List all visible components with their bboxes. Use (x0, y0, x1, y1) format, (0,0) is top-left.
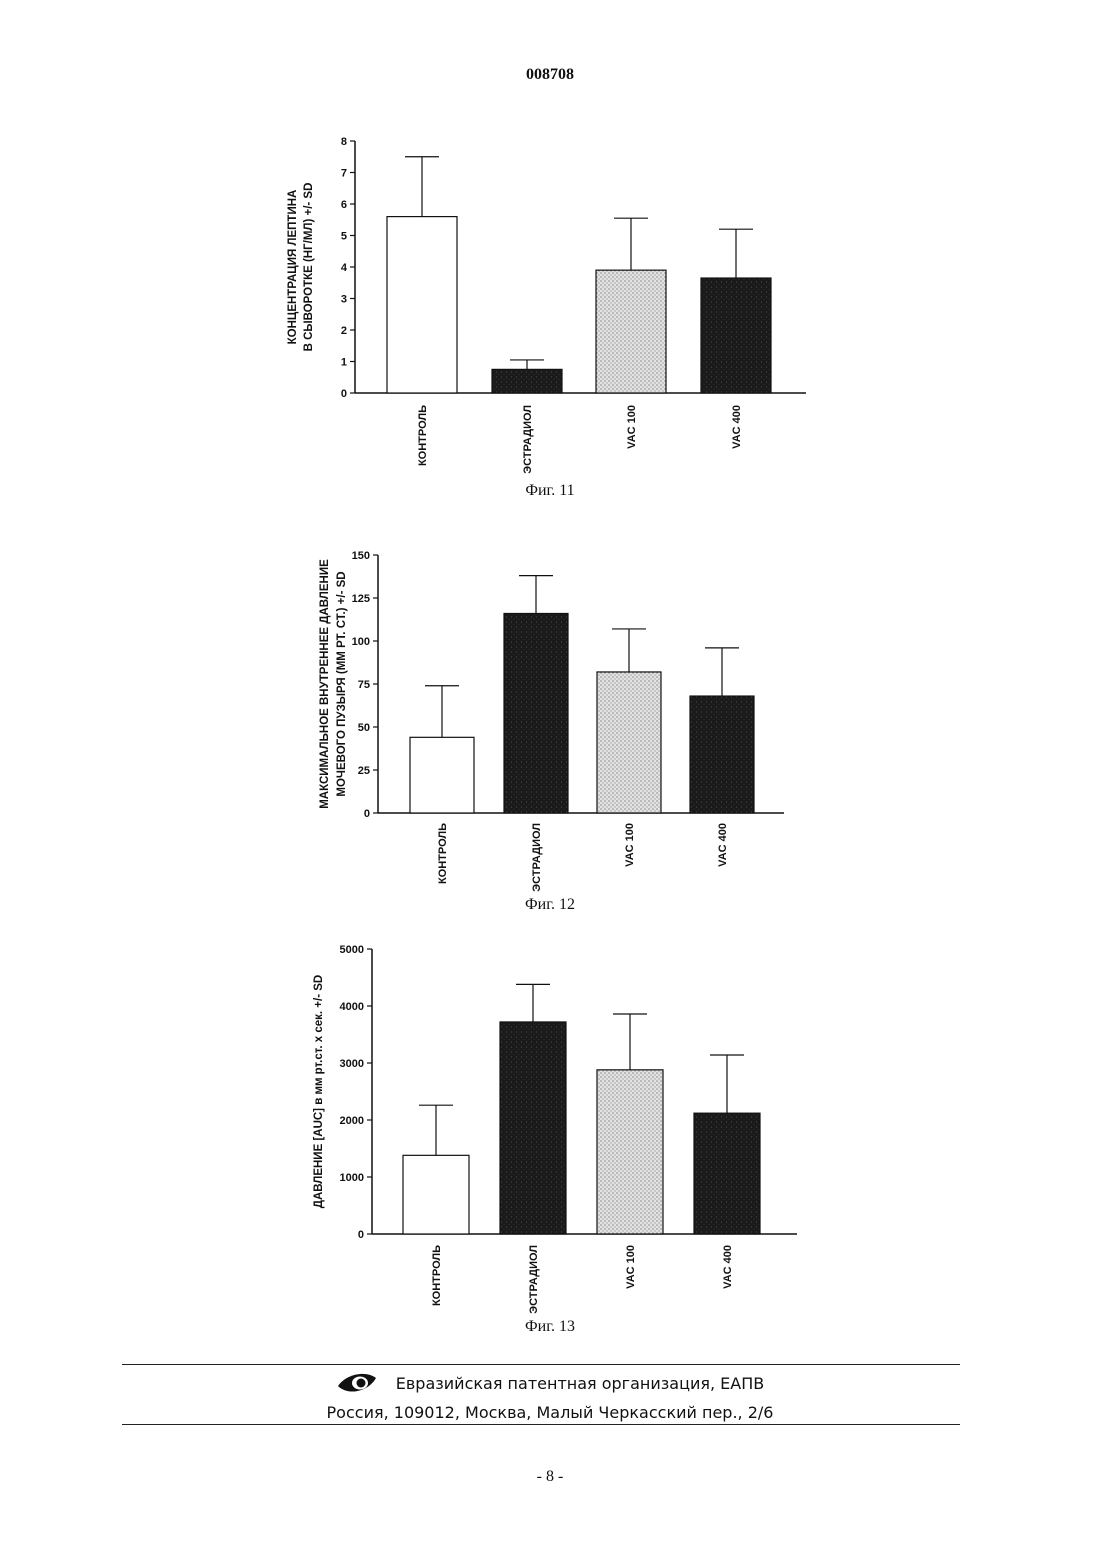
y-tick-label: 50 (358, 722, 370, 734)
y-tick-label: 8 (341, 136, 347, 148)
y-axis-title: КОНЦЕНТРАЦИЯ ЛЕПТИНА (287, 190, 299, 345)
y-tick-label: 5 (341, 231, 347, 243)
y-axis-title: ДАВЛЕНИЕ [AUC] в мм рт.ст. x сек. +/- SD (313, 975, 325, 1208)
figure-13-caption: Фиг. 13 (0, 1318, 1100, 1336)
y-tick-label: 1000 (340, 1172, 364, 1184)
category-label: ЭСТРАДИОЛ (522, 405, 534, 474)
category-label: VAC 400 (722, 1245, 734, 1289)
footer-address: Россия, 109012, Москва, Малый Черкасский… (0, 1403, 1100, 1422)
bar (504, 613, 568, 813)
bar (597, 1070, 663, 1234)
y-axis-title: МАКСИМАЛЬНОЕ ВНУТРЕННЕЕ ДАВЛЕНИЕ (319, 559, 331, 809)
y-tick-label: 1 (341, 357, 347, 369)
eye-logo-icon (336, 1370, 378, 1396)
category-label: VAC 100 (624, 823, 636, 867)
y-tick-label: 7 (341, 168, 347, 180)
y-tick-label: 2 (341, 325, 347, 337)
y-tick-label: 0 (341, 388, 347, 400)
footer-org-row: Евразийская патентная организация, ЕАПВ (0, 1370, 1100, 1396)
y-tick-label: 150 (352, 550, 370, 562)
category-label: VAC 100 (626, 405, 638, 449)
figure-12-caption: Фиг. 12 (0, 896, 1100, 914)
bar (596, 270, 666, 393)
footer-divider-bottom (122, 1424, 960, 1425)
category-label: ЭСТРАДИОЛ (528, 1245, 540, 1314)
y-tick-label: 3 (341, 294, 347, 306)
footer-organization: Евразийская патентная организация, ЕАПВ (396, 1374, 764, 1393)
y-tick-label: 3000 (340, 1058, 364, 1070)
bar (597, 672, 661, 813)
category-label: КОНТРОЛЬ (431, 1245, 443, 1306)
category-label: VAC 400 (717, 823, 729, 867)
page-number: - 8 - (0, 1468, 1100, 1486)
footer-divider-top (122, 1364, 960, 1365)
y-tick-label: 25 (358, 765, 370, 777)
bar (410, 737, 474, 813)
bar (694, 1113, 760, 1234)
y-tick-label: 0 (358, 1229, 364, 1241)
y-tick-label: 0 (364, 808, 370, 820)
figure-11-chart: 0 1 2 3 4 5 6 7 8 КОНТРОЛЬ ЭСТРАДИОЛ VAC 100 VAC 400… (287, 136, 806, 474)
figure-12-chart: 0 25 50 75 100 125 150 КОНТРОЛЬ ЭСТРАДИОЛ VAC 100… (319, 550, 784, 892)
y-tick-label: 100 (352, 636, 370, 648)
y-tick-label: 6 (341, 199, 347, 211)
bar (690, 696, 754, 813)
y-tick-label: 125 (352, 593, 370, 605)
figure-11-caption: Фиг. 11 (0, 482, 1100, 500)
y-axis-title: В СЫВОРОТКЕ (НГ/МЛ) +/- SD (303, 183, 315, 352)
category-label: КОНТРОЛЬ (437, 823, 449, 884)
bar (387, 217, 457, 393)
y-tick-label: 75 (358, 679, 370, 691)
bar (701, 278, 771, 393)
y-tick-label: 2000 (340, 1115, 364, 1127)
figure-13-chart: 0 1000 2000 3000 4000 5000 КОНТРОЛЬ ЭСТРАДИОЛ VA… (313, 944, 797, 1314)
y-tick-label: 4 (341, 262, 348, 274)
category-label: VAC 100 (625, 1245, 637, 1289)
y-tick-label: 4000 (340, 1001, 364, 1013)
category-label: VAC 400 (731, 405, 743, 449)
category-label: КОНТРОЛЬ (417, 405, 429, 466)
y-axis-title: МОЧЕВОГО ПУЗЫРЯ (ММ РТ. СТ.) +/- SD (336, 571, 348, 796)
bar (500, 1022, 566, 1234)
category-label: ЭСТРАДИОЛ (531, 823, 543, 892)
figures-canvas: 0 1 2 3 4 5 6 7 8 КОНТРОЛЬ ЭСТРАДИОЛ VAC 100 VAC 400… (0, 0, 1100, 1360)
y-tick-label: 5000 (340, 944, 364, 956)
bar (403, 1155, 469, 1234)
bar (492, 369, 562, 393)
